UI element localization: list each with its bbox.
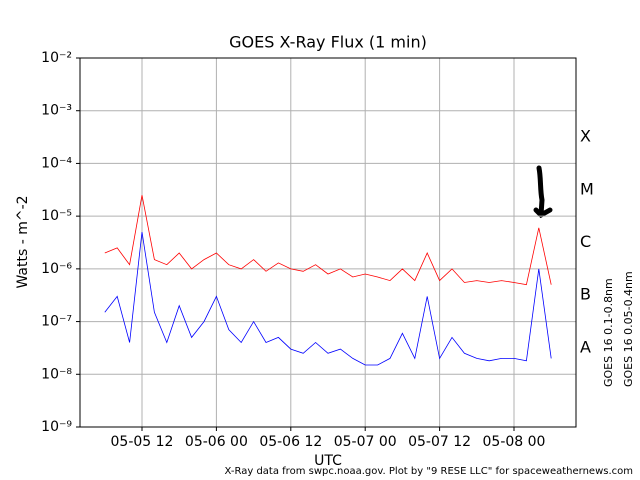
footnote: X-Ray data from swpc.noaa.gov. Plot by "… — [225, 466, 633, 477]
flare-class-label: A — [580, 337, 591, 356]
series-line — [104, 231, 552, 366]
y-tick-label: 10⁻⁶ — [41, 261, 72, 277]
x-tick-label: 05-05 12 — [111, 434, 174, 450]
y-tick-label: 10⁻⁷ — [41, 314, 72, 330]
y-tick-label: 10⁻² — [41, 50, 72, 66]
flare-class-label: B — [580, 285, 591, 304]
x-tick-label: 05-06 12 — [259, 434, 322, 450]
x-axis-label: UTC — [314, 453, 342, 469]
arrow-annotation — [533, 165, 553, 219]
y-tick-label: 10⁻⁴ — [41, 155, 72, 171]
y-tick-label: 10⁻⁸ — [41, 366, 72, 382]
chart-title: GOES X-Ray Flux (1 min) — [229, 33, 427, 52]
x-tick-label: 05-06 00 — [185, 434, 248, 450]
flare-class-label: C — [580, 232, 591, 251]
legend-label: GOES 16 0.1-0.8nm — [602, 278, 615, 387]
y-tick-label: 10⁻⁹ — [41, 419, 72, 435]
plot-frame — [79, 57, 577, 428]
flare-class-label: X — [580, 127, 591, 146]
y-tick-label: 10⁻⁵ — [41, 208, 72, 224]
legend-label: GOES 16 0.05-0.4nm — [622, 271, 635, 387]
x-tick-label: 05-07 12 — [408, 434, 471, 450]
flare-class-label: M — [580, 179, 594, 198]
x-tick-label: 05-08 00 — [483, 434, 546, 450]
y-axis-label: Watts - m^-2 — [15, 195, 31, 288]
x-tick-label: 05-07 00 — [334, 434, 397, 450]
series-line — [104, 195, 552, 286]
y-tick-label: 10⁻³ — [41, 103, 72, 119]
